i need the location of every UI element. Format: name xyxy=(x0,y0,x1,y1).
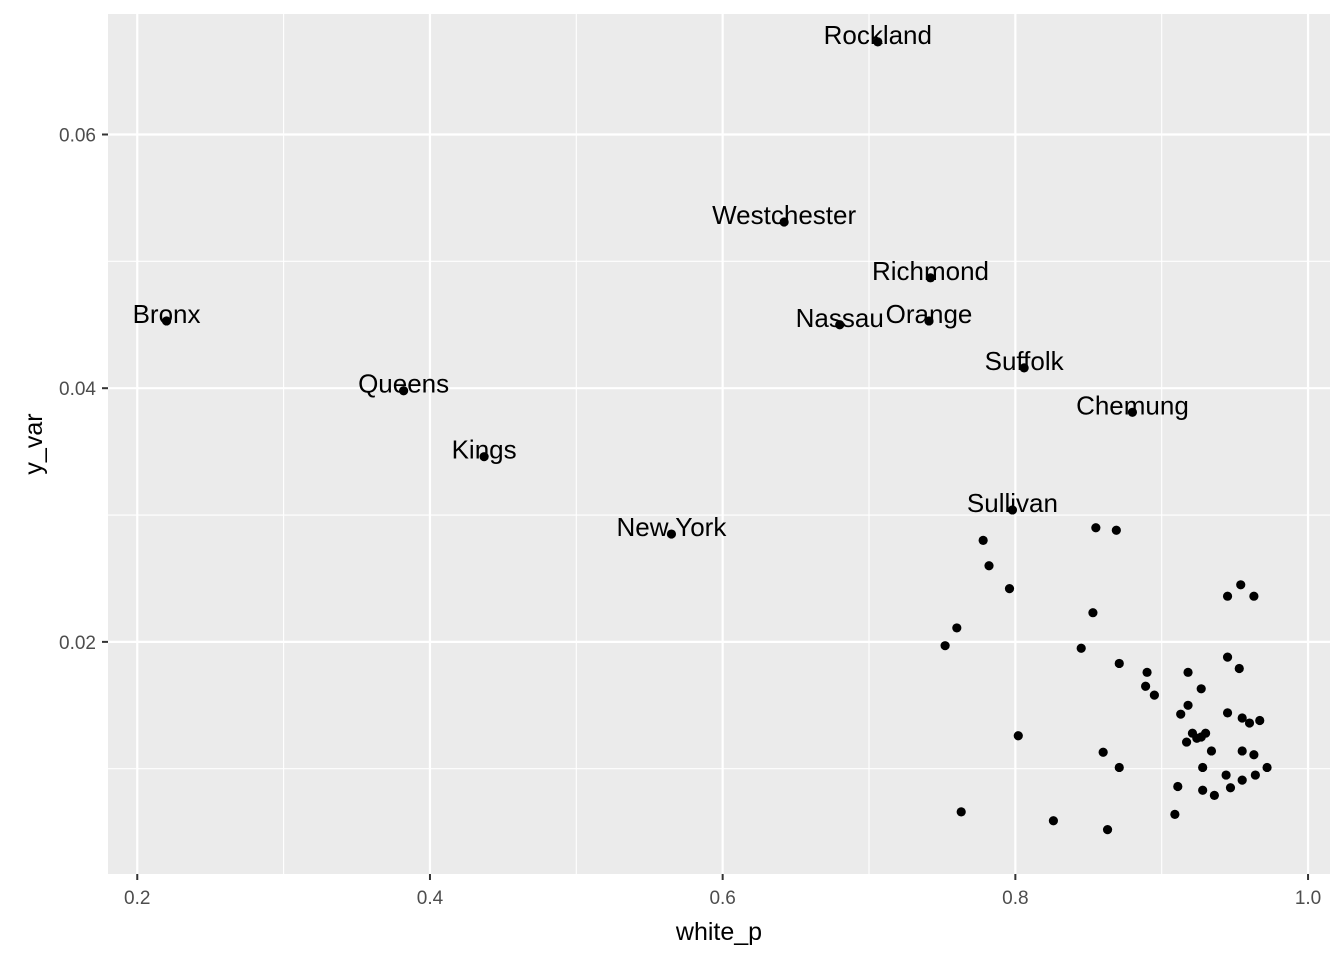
data-point xyxy=(1206,746,1217,756)
point-label: Queens xyxy=(358,369,449,399)
x-tick-label: 0.8 xyxy=(1002,888,1028,909)
data-point xyxy=(1048,816,1059,826)
data-point xyxy=(1111,525,1121,535)
point-label: Kings xyxy=(452,435,517,465)
data-point xyxy=(1004,584,1015,594)
point-label: Suffolk xyxy=(985,346,1065,376)
point-label: Bronx xyxy=(133,299,201,329)
data-point xyxy=(1173,781,1183,792)
data-point xyxy=(952,623,962,633)
data-point-labeled xyxy=(479,452,489,462)
data-point xyxy=(1249,750,1259,760)
point-label: Richmond xyxy=(872,256,989,286)
grid-lines xyxy=(108,14,1330,874)
x-tick-label: 0.6 xyxy=(709,888,735,909)
data-point xyxy=(1183,667,1193,677)
data-point-labeled xyxy=(1007,505,1018,515)
y-axis-title: y_var xyxy=(20,413,48,474)
data-point xyxy=(1114,658,1124,669)
data-point xyxy=(1201,728,1211,738)
data-point xyxy=(1149,690,1159,700)
plot-panel xyxy=(108,14,1330,874)
data-point-labeled xyxy=(835,320,845,330)
data-point xyxy=(1176,709,1186,719)
data-point xyxy=(1236,580,1246,590)
data-point xyxy=(1222,652,1233,662)
data-point xyxy=(1142,667,1152,677)
data-point xyxy=(1170,809,1180,819)
point-label: Sullivan xyxy=(967,488,1058,518)
data-point-labeled xyxy=(1127,407,1138,417)
x-tick-label: 0.2 xyxy=(124,888,150,909)
data-point xyxy=(1141,681,1151,691)
data-point xyxy=(1183,700,1193,710)
point-labels: Rockland Westchester Richmond Bronx Nassau Or… xyxy=(133,20,1189,542)
data-point xyxy=(1249,591,1259,601)
data-point-labeled xyxy=(873,37,883,47)
data-point xyxy=(940,641,950,651)
data-points xyxy=(161,37,1272,835)
data-point xyxy=(984,561,994,571)
data-point xyxy=(1091,523,1101,533)
point-label: Orange xyxy=(886,299,973,329)
data-point-labeled xyxy=(161,316,172,326)
data-point xyxy=(1198,762,1208,773)
y-tick-label: 0.02 xyxy=(59,633,96,654)
data-point xyxy=(1237,713,1247,723)
point-label: Rockland xyxy=(824,20,932,50)
data-point xyxy=(1114,762,1124,773)
axes: 0.2 0.4 0.6 0.8 1.0 0.02 0.04 0.06 xyxy=(59,126,1321,909)
y-tick-label: 0.04 xyxy=(59,379,96,400)
point-label: Chemung xyxy=(1076,390,1189,420)
data-point xyxy=(1221,770,1231,780)
data-point-labeled xyxy=(925,273,936,283)
data-point xyxy=(1098,747,1108,757)
data-point xyxy=(1196,684,1206,694)
data-point xyxy=(1234,663,1244,674)
point-label: New York xyxy=(617,512,728,542)
data-point xyxy=(1237,775,1247,785)
x-tick-label: 0.4 xyxy=(417,888,444,909)
data-point xyxy=(1209,790,1219,800)
data-point-labeled xyxy=(666,529,677,539)
data-point xyxy=(1198,785,1208,795)
data-point xyxy=(978,535,988,546)
data-point xyxy=(1222,708,1233,718)
data-point-labeled xyxy=(779,217,789,227)
data-point xyxy=(1222,591,1233,601)
data-point xyxy=(1237,746,1247,756)
x-axis-title: white_p xyxy=(675,918,762,946)
data-point xyxy=(956,807,966,817)
data-point xyxy=(1181,737,1192,747)
data-point xyxy=(1102,825,1113,835)
data-point xyxy=(1262,762,1272,773)
data-point xyxy=(1244,718,1255,728)
data-point xyxy=(1250,770,1260,780)
data-point-labeled xyxy=(399,386,409,396)
data-point xyxy=(1088,608,1098,618)
data-point xyxy=(1013,731,1023,741)
point-label: Nassau xyxy=(796,303,884,333)
point-label: Westchester xyxy=(712,200,856,230)
y-tick-label: 0.06 xyxy=(59,126,96,147)
data-point-labeled xyxy=(1019,363,1029,373)
x-tick-label: 1.0 xyxy=(1295,888,1321,909)
data-point xyxy=(1225,783,1236,793)
data-point-labeled xyxy=(924,316,934,326)
data-point xyxy=(1255,715,1265,726)
data-point xyxy=(1076,643,1086,653)
